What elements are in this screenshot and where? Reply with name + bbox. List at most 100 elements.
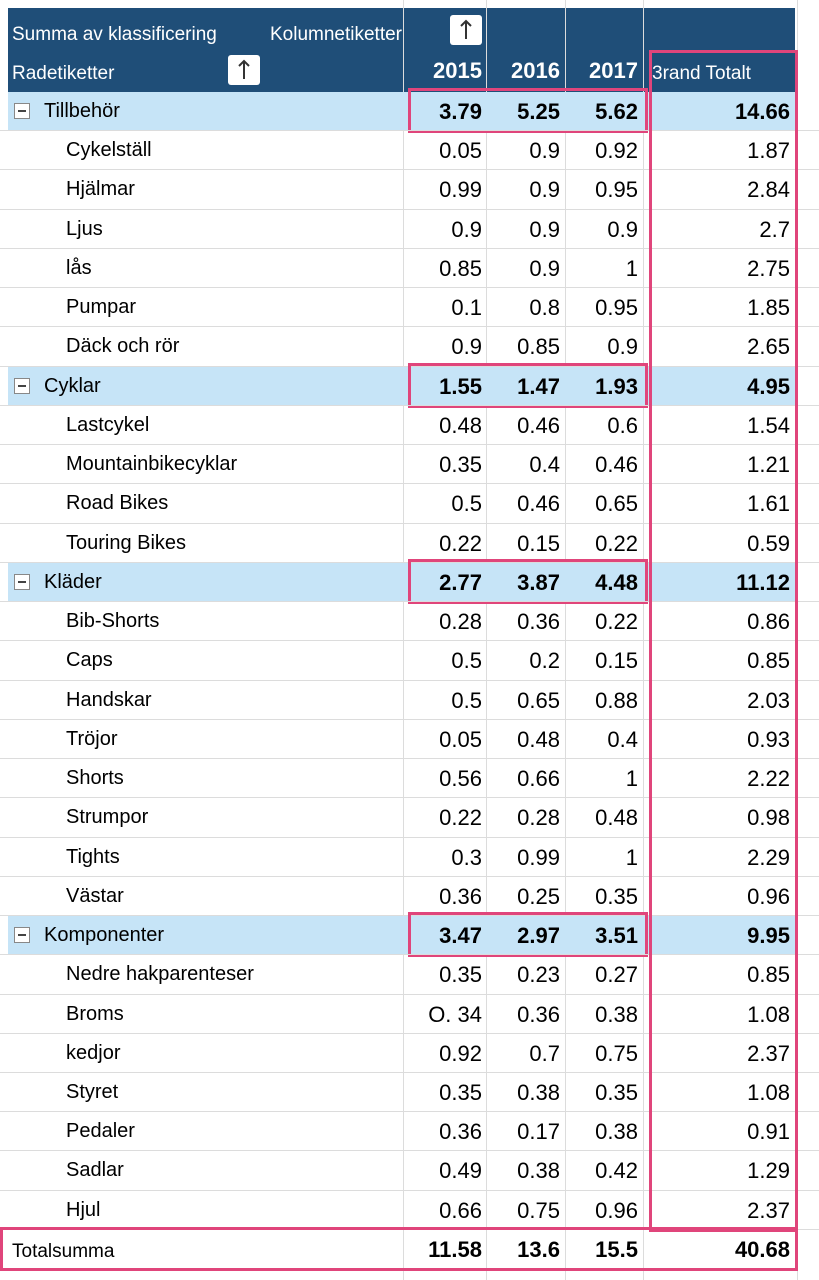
- row-value: 0.48: [439, 412, 482, 438]
- row-label: Hjul: [66, 1198, 101, 1221]
- row-value: 0.92: [595, 138, 638, 164]
- highlight-box: [408, 88, 648, 134]
- highlight-box: [408, 558, 648, 605]
- row-value: 0.38: [517, 1158, 560, 1184]
- row-value: 0.9: [529, 138, 560, 164]
- row-value: 2.29: [747, 844, 790, 870]
- row-label: Broms: [66, 1002, 124, 1025]
- grid-line: [0, 326, 819, 328]
- group-band: [8, 916, 795, 956]
- row-value: 0.66: [439, 1197, 482, 1223]
- row-value: 0.9: [529, 177, 560, 203]
- group-value: 3.51: [595, 923, 638, 949]
- row-label: Hjälmar: [66, 178, 135, 201]
- row-value: 0.22: [595, 609, 638, 635]
- row-value: 1.29: [747, 1158, 790, 1184]
- row-value: O. 34: [428, 1001, 482, 1027]
- row-value: 0.42: [595, 1158, 638, 1184]
- row-value: 0.23: [517, 962, 560, 988]
- row-value: 0.93: [747, 726, 790, 752]
- row-label: Road Bikes: [66, 492, 169, 515]
- group-value: 11.12: [736, 569, 790, 595]
- row-value: 1: [625, 844, 638, 870]
- row-label: Cykelställ: [66, 139, 152, 162]
- grid-line: [643, 0, 644, 1280]
- row-value: 2.37: [747, 1197, 790, 1223]
- group-band: [8, 366, 795, 406]
- row-value: 1: [625, 255, 638, 281]
- grid-line: [0, 758, 819, 760]
- row-value: 0.5: [451, 687, 482, 713]
- row-value: 0.66: [517, 766, 560, 792]
- row-value: 0.38: [517, 1080, 560, 1105]
- row-value: 2.84: [747, 177, 790, 203]
- row-value: 0.36: [517, 609, 560, 635]
- grid-line: [0, 718, 819, 720]
- row-value: 0.91: [747, 1119, 790, 1145]
- row-value: 0.5: [451, 491, 482, 517]
- group-band: [8, 92, 795, 132]
- group-value: 3.79: [439, 99, 482, 124]
- filter-button[interactable]: [450, 15, 482, 45]
- row-labels: Radetiketter: [12, 63, 115, 84]
- row-label: Ljus: [66, 217, 103, 240]
- row-value: 0.36: [517, 1001, 560, 1027]
- row-value: 0.99: [439, 177, 482, 203]
- row-value: 0.75: [595, 1040, 638, 1066]
- row-value: 0.56: [439, 766, 482, 792]
- highlight-box: [649, 50, 798, 1232]
- row-value: 0.85: [517, 334, 560, 360]
- row-value: 0.05: [439, 138, 482, 164]
- row-label: Västar: [66, 884, 124, 907]
- row-value: 0.25: [517, 883, 560, 909]
- row-value: 0.15: [517, 530, 560, 556]
- filter-button[interactable]: [228, 55, 260, 85]
- year-header: 2015: [433, 58, 482, 83]
- row-value: 0.4: [529, 452, 560, 478]
- grid-line: [0, 679, 819, 681]
- row-value: 0.22: [439, 530, 482, 556]
- row-label: Tröjor: [66, 727, 118, 750]
- row-value: 1.61: [747, 491, 790, 517]
- row-value: 0.85: [747, 648, 790, 674]
- row-value: 0.6: [607, 412, 638, 438]
- row-value: 0.96: [595, 1197, 638, 1223]
- grid-line: [0, 130, 819, 132]
- row-value: 1.87: [747, 138, 790, 164]
- row-label: Sadlar: [66, 1159, 124, 1182]
- grid-line: [0, 404, 819, 406]
- grid-line: [0, 208, 819, 210]
- total-value: 11.58: [428, 1236, 482, 1262]
- group-value: 2.97: [517, 923, 560, 949]
- highlight-box: [408, 362, 648, 408]
- row-label: Touring Bikes: [66, 531, 187, 554]
- grid-line: [0, 1032, 819, 1034]
- row-value: 0.2: [529, 648, 560, 674]
- group-value: 1.55: [439, 373, 482, 399]
- row-label: Styret: [66, 1081, 119, 1103]
- grid-line: [0, 1150, 819, 1152]
- row-value: 0.85: [439, 255, 482, 281]
- row-value: 0.59: [747, 530, 790, 556]
- grid-line: [0, 875, 819, 877]
- grid-line: [0, 1189, 819, 1191]
- grid-line: [0, 993, 819, 995]
- row-value: 0.7: [529, 1040, 560, 1066]
- grid-line: [0, 1072, 819, 1073]
- row-label: Caps: [66, 649, 113, 672]
- row-value: 0.3: [451, 844, 482, 870]
- row-value: 0.9: [451, 216, 482, 242]
- row-value: 2.03: [747, 687, 790, 713]
- row-value: 0.35: [439, 962, 482, 988]
- row-value: 0.92: [439, 1040, 482, 1066]
- total-label: Totalsumma: [12, 1240, 115, 1262]
- row-value: 0.35: [595, 1080, 638, 1105]
- grid-line: [0, 287, 819, 289]
- grid-line: [0, 836, 819, 838]
- grid-line: [486, 0, 487, 1280]
- row-value: 2.37: [747, 1040, 790, 1066]
- grid-line: [565, 0, 566, 1280]
- row-value: 0.99: [517, 844, 560, 870]
- group-value: 1.47: [517, 373, 560, 399]
